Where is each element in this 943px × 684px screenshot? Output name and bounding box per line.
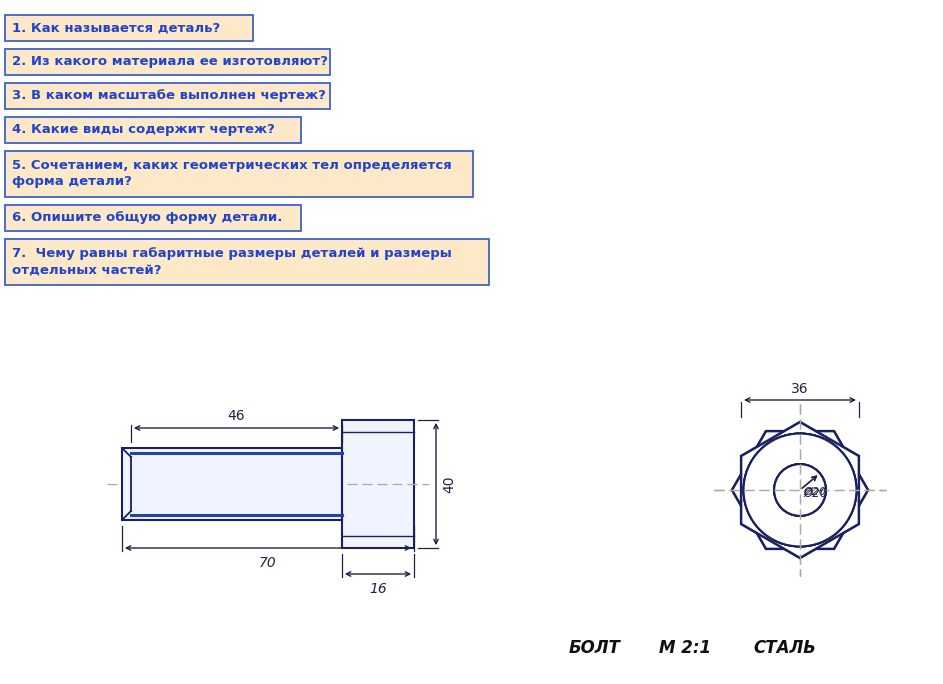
Text: 1. Как называется деталь?: 1. Как называется деталь?: [12, 21, 221, 34]
Text: Ø20: Ø20: [804, 486, 827, 496]
Text: СТАЛЬ: СТАЛЬ: [753, 639, 817, 657]
Text: 16: 16: [369, 582, 387, 596]
Bar: [122, 448, 342, 520]
FancyBboxPatch shape: [5, 151, 473, 197]
Text: 36: 36: [791, 382, 809, 396]
Bar: [342, 420, 414, 548]
Polygon shape: [732, 431, 868, 549]
Circle shape: [774, 464, 826, 516]
Text: 2. Из какого материала ее изготовляют?: 2. Из какого материала ее изготовляют?: [12, 55, 328, 68]
FancyBboxPatch shape: [5, 15, 253, 41]
FancyBboxPatch shape: [5, 239, 489, 285]
Circle shape: [744, 434, 856, 547]
FancyBboxPatch shape: [5, 83, 330, 109]
Text: 4. Какие виды содержит чертеж?: 4. Какие виды содержит чертеж?: [12, 124, 274, 137]
Circle shape: [774, 464, 826, 516]
Text: 3. В каком масштабе выполнен чертеж?: 3. В каком масштабе выполнен чертеж?: [12, 90, 326, 103]
FancyBboxPatch shape: [5, 117, 301, 143]
Text: Ø20: Ø20: [803, 487, 827, 500]
Text: 46: 46: [227, 409, 245, 423]
Text: M 2:1: M 2:1: [659, 639, 711, 657]
FancyBboxPatch shape: [5, 205, 301, 231]
Polygon shape: [741, 422, 859, 558]
Text: 6. Опишите общую форму детали.: 6. Опишите общую форму детали.: [12, 211, 282, 224]
Polygon shape: [741, 422, 859, 558]
Text: БОЛТ: БОЛТ: [569, 639, 620, 657]
Text: 7.  Чему равны габаритные размеры деталей и размеры
отдельных частей?: 7. Чему равны габаритные размеры деталей…: [12, 248, 452, 276]
Circle shape: [744, 434, 856, 547]
Circle shape: [774, 464, 826, 516]
Circle shape: [774, 464, 826, 516]
Circle shape: [744, 434, 856, 547]
Circle shape: [744, 434, 856, 547]
Text: 5. Сочетанием, каких геометрических тел определяется
форма детали?: 5. Сочетанием, каких геометрических тел …: [12, 159, 452, 189]
FancyBboxPatch shape: [5, 49, 330, 75]
Text: 40: 40: [442, 475, 456, 492]
Text: 70: 70: [259, 556, 277, 570]
Text: Ø20: Ø20: [803, 487, 826, 497]
